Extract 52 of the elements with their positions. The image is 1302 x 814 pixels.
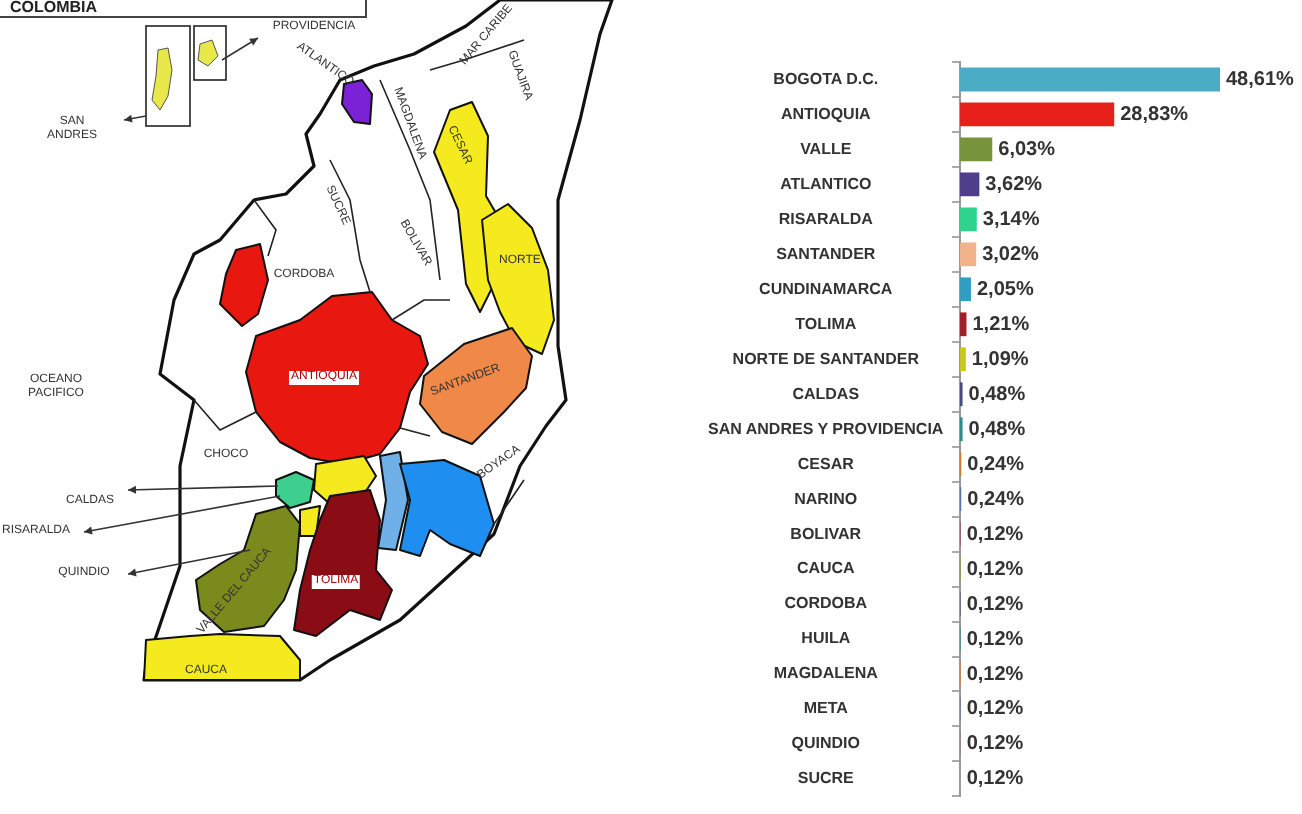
- y-tick-label: ATLANTICO: [780, 174, 872, 193]
- data-label: 6,03%: [998, 138, 1056, 161]
- y-tick-label: CALDAS: [792, 384, 861, 403]
- data-label: 28,83%: [1120, 103, 1189, 126]
- y-tick-label: SAN ANDRES Y PROVIDENCIA: [708, 419, 944, 438]
- y-tick-label: BOLIVAR: [790, 524, 862, 543]
- y-tick-label: NARINO: [794, 489, 858, 508]
- data-label: 0,24%: [967, 453, 1025, 476]
- data-label: 0,12%: [966, 628, 1024, 651]
- data-label: 48,61%: [1226, 68, 1295, 91]
- bar: [960, 312, 967, 337]
- y-tick-label: META: [803, 699, 849, 718]
- y-tick-label: SANTANDER: [776, 244, 876, 263]
- bar: [960, 137, 993, 162]
- data-label: 0,12%: [966, 523, 1024, 546]
- data-label: 1,21%: [972, 313, 1030, 336]
- y-tick-label: CESAR: [797, 454, 855, 473]
- y-tick-label: ANTIOQUIA: [780, 104, 872, 123]
- data-label: 0,12%: [966, 593, 1024, 616]
- text: COLOMBIA: [10, 0, 98, 16]
- data-label: 3,62%: [985, 173, 1043, 196]
- y-tick-label: CORDOBA: [784, 594, 868, 613]
- bar: [960, 67, 1220, 92]
- y-tick-label: SUCRE: [797, 769, 856, 788]
- bar: [960, 242, 977, 267]
- bar: [960, 102, 1115, 127]
- data-label: 3,02%: [982, 243, 1040, 266]
- bar: [960, 207, 977, 232]
- y-tick-label: HUILA: [801, 629, 851, 648]
- data-label: 1,09%: [971, 348, 1029, 371]
- data-label: 2,05%: [976, 278, 1034, 301]
- data-label: 3,14%: [982, 208, 1040, 231]
- y-tick-label: BOGOTA D.C.: [773, 69, 879, 88]
- bar: [960, 172, 980, 197]
- y-tick-label: MAGDALENA: [773, 664, 879, 683]
- data-label: 0,12%: [966, 663, 1024, 686]
- bar: [960, 347, 966, 372]
- data-label: 0,12%: [966, 768, 1024, 791]
- y-tick-label: NORTE DE SANTANDER: [732, 349, 920, 368]
- data-label: 0,12%: [966, 698, 1024, 721]
- y-tick-label: TOLIMA: [795, 314, 857, 333]
- data-label: 0,48%: [968, 383, 1026, 406]
- data-label: 0,12%: [966, 733, 1024, 756]
- y-tick-label: RISARALDA: [778, 209, 874, 228]
- y-tick-label: QUINDIO: [791, 734, 860, 753]
- data-label: 0,24%: [967, 488, 1025, 511]
- data-label: 0,48%: [968, 418, 1026, 441]
- y-tick-label: CUNDINAMARCA: [759, 279, 893, 298]
- bar: [960, 277, 971, 302]
- y-tick-label: CAUCA: [796, 559, 856, 578]
- y-tick-label: VALLE: [800, 139, 853, 158]
- data-label: 0,12%: [966, 558, 1024, 581]
